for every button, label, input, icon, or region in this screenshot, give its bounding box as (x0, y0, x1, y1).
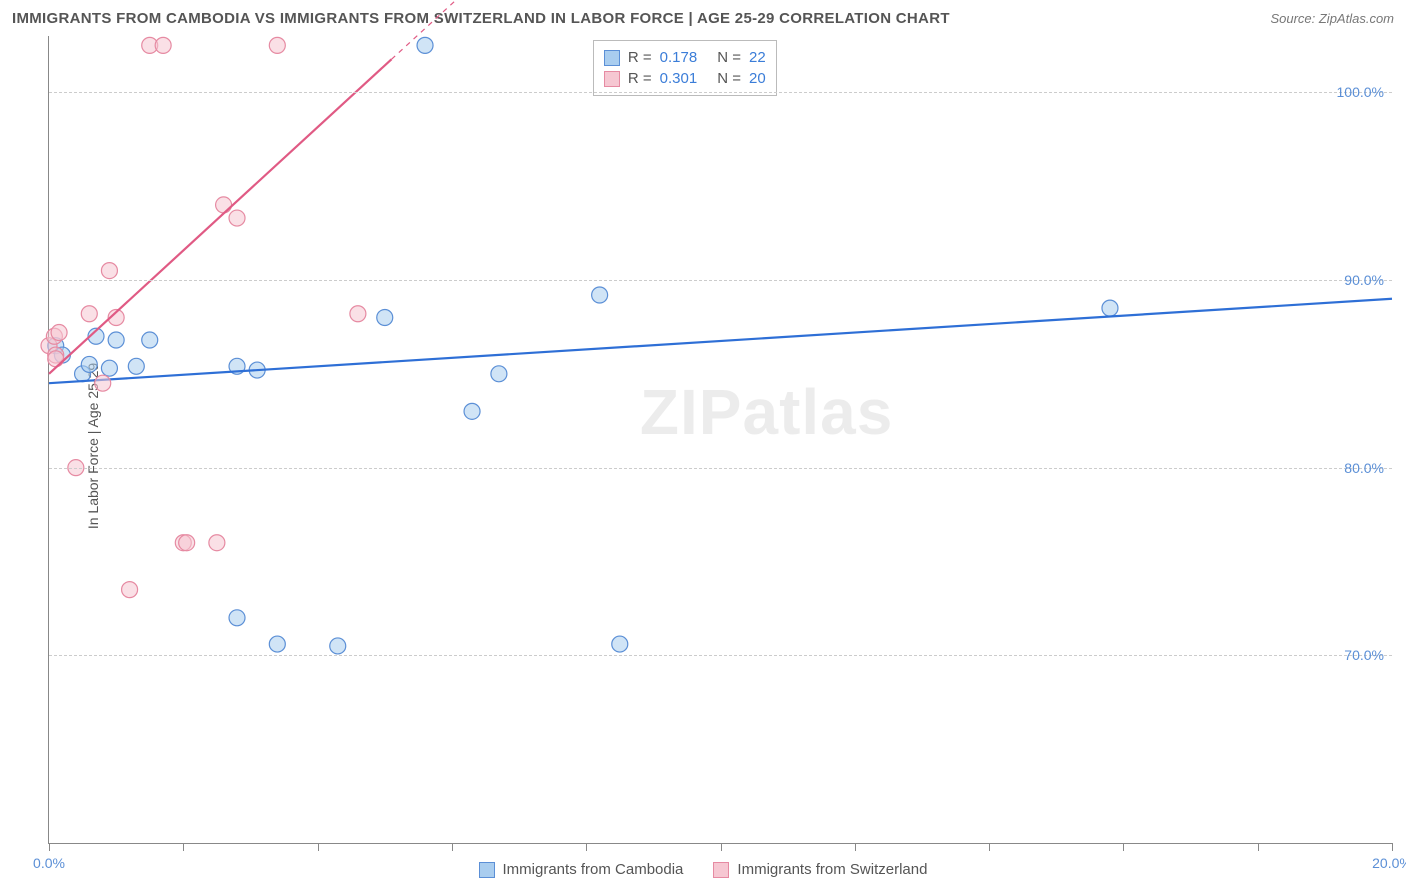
data-point (51, 325, 67, 341)
data-point (142, 332, 158, 348)
trend-line (49, 59, 391, 373)
data-point (48, 351, 64, 367)
stat-n-value: 20 (749, 70, 766, 87)
gridline (49, 655, 1392, 656)
x-tick (1123, 843, 1124, 851)
data-point (128, 358, 144, 374)
gridline (49, 280, 1392, 281)
data-point (269, 37, 285, 53)
data-point (216, 197, 232, 213)
legend-swatch (604, 71, 620, 87)
data-point (155, 37, 171, 53)
gridline (49, 468, 1392, 469)
title-bar: IMMIGRANTS FROM CAMBODIA VS IMMIGRANTS F… (0, 0, 1406, 36)
stats-row: R = 0.178 N = 22 (604, 47, 766, 68)
data-point (464, 403, 480, 419)
scatter-plot (49, 36, 1392, 843)
x-tick (49, 843, 50, 851)
data-point (179, 535, 195, 551)
gridline (49, 92, 1392, 93)
legend-item: Immigrants from Cambodia (479, 861, 684, 878)
data-point (209, 535, 225, 551)
data-point (269, 636, 285, 652)
data-point (377, 310, 393, 326)
legend-swatch (604, 50, 620, 66)
data-point (101, 263, 117, 279)
data-point (1102, 300, 1118, 316)
stat-n-value: 22 (749, 49, 766, 66)
x-tick (1392, 843, 1393, 851)
source-attribution: Source: ZipAtlas.com (1270, 11, 1394, 26)
legend-item: Immigrants from Switzerland (713, 861, 927, 878)
trend-line (49, 299, 1392, 383)
x-tick (1258, 843, 1259, 851)
x-tick (855, 843, 856, 851)
data-point (229, 210, 245, 226)
y-tick-label: 100.0% (1337, 84, 1384, 100)
data-point (95, 375, 111, 391)
stat-r-value: 0.178 (660, 49, 698, 66)
legend-swatch (713, 862, 729, 878)
chart-title: IMMIGRANTS FROM CAMBODIA VS IMMIGRANTS F… (12, 10, 950, 27)
stat-r-label: R = (628, 70, 652, 87)
stat-n-label: N = (717, 49, 741, 66)
y-tick-label: 70.0% (1344, 647, 1384, 663)
data-point (229, 610, 245, 626)
data-point (612, 636, 628, 652)
y-tick-label: 90.0% (1344, 272, 1384, 288)
stat-r-label: R = (628, 49, 652, 66)
data-point (108, 332, 124, 348)
x-tick (721, 843, 722, 851)
bottom-legend: Immigrants from Cambodia Immigrants from … (0, 861, 1406, 878)
legend-label: Immigrants from Switzerland (737, 861, 927, 878)
legend-swatch (479, 862, 495, 878)
chart-area: ZIPatlas R = 0.178N = 22R = 0.301N = 20 … (48, 36, 1392, 844)
x-tick (586, 843, 587, 851)
x-tick (318, 843, 319, 851)
x-tick (989, 843, 990, 851)
x-tick (452, 843, 453, 851)
data-point (417, 37, 433, 53)
stat-n-label: N = (717, 70, 741, 87)
x-tick (183, 843, 184, 851)
data-point (101, 360, 117, 376)
y-tick-label: 80.0% (1344, 460, 1384, 476)
legend-label: Immigrants from Cambodia (503, 861, 684, 878)
data-point (350, 306, 366, 322)
data-point (122, 582, 138, 598)
data-point (81, 356, 97, 372)
stats-row: R = 0.301 N = 20 (604, 68, 766, 89)
data-point (592, 287, 608, 303)
data-point (330, 638, 346, 654)
data-point (81, 306, 97, 322)
data-point (491, 366, 507, 382)
correlation-stats-box: R = 0.178 N = 22 R = 0.301 N = 20 (593, 40, 777, 96)
stat-r-value: 0.301 (660, 70, 698, 87)
